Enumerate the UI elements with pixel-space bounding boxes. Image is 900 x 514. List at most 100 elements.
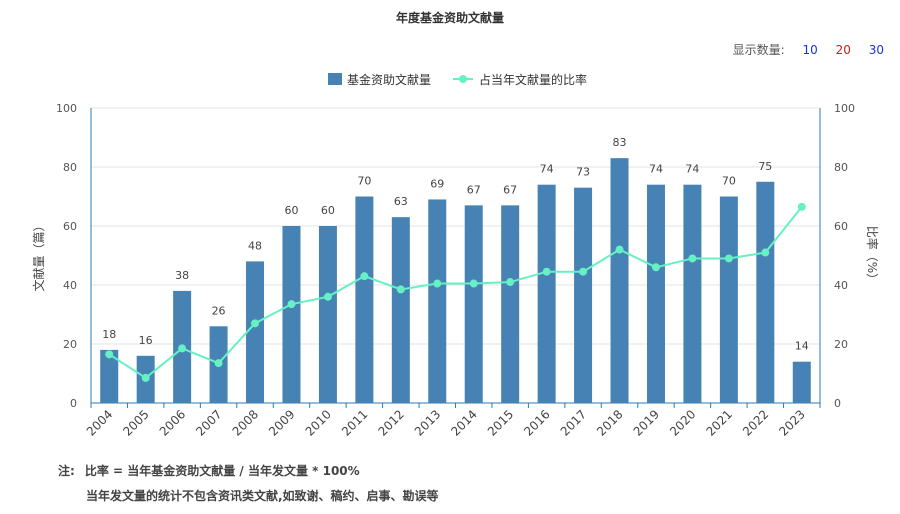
ratio-line	[108, 206, 803, 380]
y2-tick-label: 100	[834, 102, 855, 115]
y-tick-label: 100	[56, 102, 77, 115]
x-tick-label: 2006	[157, 407, 188, 438]
x-tick-label: 2013	[412, 407, 443, 438]
ratio-point	[469, 279, 478, 288]
bar-data-label: 16	[139, 334, 153, 347]
display-count-label: 显示数量:	[732, 43, 785, 57]
ratio-point	[178, 344, 187, 353]
x-tick-label: 2010	[303, 407, 334, 438]
bar-data-label: 75	[758, 160, 772, 173]
bar	[100, 349, 119, 403]
bar-data-label: 69	[430, 177, 444, 190]
bar-data-label: 83	[613, 136, 627, 149]
footnote-line-2: 当年发文量的统计不包含资讯类文献,如致谢、稿约、启事、勘误等	[86, 489, 439, 503]
ratio-point	[724, 254, 733, 263]
y-tick-label: 0	[70, 397, 77, 410]
ratio-point	[360, 272, 369, 281]
legend-bar-label: 基金资助文献量	[347, 72, 431, 87]
bar-data-label: 67	[467, 183, 481, 196]
y2-axis-title: 比率（%）	[865, 226, 880, 285]
ratio-point	[506, 278, 515, 287]
y2-tick-label: 60	[834, 220, 848, 233]
footnote-line-1: 比率 = 当年基金资助文献量 / 当年发文量 * 100%	[84, 464, 360, 478]
ratio-point	[651, 263, 660, 272]
footnote-2: 当年发文量的统计不包含资讯类文献,如致谢、稿约、启事、勘误等	[86, 487, 439, 504]
display-count-option-30[interactable]: 30	[868, 43, 884, 57]
y-axis-title: 文献量（篇）	[31, 219, 46, 291]
x-tick-label: 2021	[703, 407, 734, 438]
bar-data-label: 73	[576, 166, 590, 179]
bar-data-label: 18	[102, 328, 116, 341]
y-tick-label: 20	[63, 338, 77, 351]
bar	[391, 217, 410, 403]
bar-data-label: 67	[503, 183, 517, 196]
bar	[501, 205, 520, 403]
chart-canvas: 基金资助文献量 占当年文献量的比率 0 20 40 60 80 100 0 20 40 60 80 100…	[31, 72, 880, 439]
bar	[428, 199, 447, 403]
bar	[318, 226, 337, 403]
bar	[756, 181, 775, 403]
ratio-point	[105, 350, 114, 359]
bar	[246, 261, 265, 403]
bar-data-label: 60	[321, 204, 335, 217]
display-count-option-10[interactable]: 10	[802, 43, 818, 57]
bar-data-label: 14	[795, 340, 809, 353]
x-tick-label: 2004	[84, 407, 115, 438]
x-tick-label: 2012	[375, 407, 406, 438]
ratio-point	[141, 373, 150, 382]
ratio-point	[433, 279, 442, 288]
bar-data-label: 60	[284, 204, 298, 217]
y2-tick-label: 80	[834, 161, 848, 174]
y-tick-label: 80	[63, 161, 77, 174]
ratio-point	[797, 202, 806, 211]
x-tick-label: 2018	[594, 407, 625, 438]
ratio-point	[615, 245, 624, 254]
bar	[355, 196, 374, 403]
bar	[719, 196, 738, 403]
bar	[282, 226, 301, 403]
x-tick-label: 2014	[448, 407, 479, 438]
bar-data-label: 63	[394, 195, 408, 208]
bar	[574, 187, 593, 403]
bar-data-label: 48	[248, 239, 262, 252]
bar-data-label: 38	[175, 269, 189, 282]
ratio-point	[761, 248, 770, 257]
ratio-point	[214, 359, 223, 368]
legend-line-label: 占当年文献量的比率	[479, 72, 587, 87]
x-tick-label: 2023	[776, 407, 807, 438]
bar	[537, 184, 556, 403]
display-count-option-20[interactable]: 20	[835, 43, 851, 57]
ratio-point	[396, 285, 405, 294]
y-tick-label: 60	[63, 220, 77, 233]
chart-title: 年度基金资助文献量	[395, 11, 504, 25]
bar	[792, 361, 811, 403]
x-tick-label: 2009	[266, 407, 297, 438]
ratio-point	[542, 267, 551, 276]
x-tick-label: 2017	[558, 407, 589, 438]
y2-tick-label: 40	[834, 279, 848, 292]
x-tick-label: 2007	[193, 407, 224, 438]
ratio-point	[579, 267, 588, 276]
ratio-point	[323, 292, 332, 301]
footnote-1: 注: 比率 = 当年基金资助文献量 / 当年发文量 * 100%	[58, 462, 360, 479]
ratio-point	[287, 300, 296, 309]
x-tick-label: 2015	[485, 407, 516, 438]
bar	[646, 184, 665, 403]
ratio-point	[251, 319, 260, 328]
x-tick-label: 2011	[339, 407, 370, 438]
bar-data-label: 26	[212, 304, 226, 317]
y-tick-label: 40	[63, 279, 77, 292]
bar-data-label: 74	[649, 163, 663, 176]
y2-tick-label: 20	[834, 338, 848, 351]
footnote-label: 注:	[58, 464, 75, 478]
x-tick-label: 2016	[521, 407, 552, 438]
bar-data-label: 70	[357, 175, 371, 188]
x-tick-label: 2005	[120, 407, 151, 438]
x-tick-label: 2020	[667, 407, 698, 438]
bar-data-label: 70	[722, 175, 736, 188]
legend-line-marker	[459, 75, 467, 83]
bar	[610, 158, 629, 403]
display-count-control: 显示数量: 10 20 30	[733, 41, 884, 58]
x-tick-label: 2022	[740, 407, 771, 438]
x-tick-label: 2019	[631, 407, 662, 438]
